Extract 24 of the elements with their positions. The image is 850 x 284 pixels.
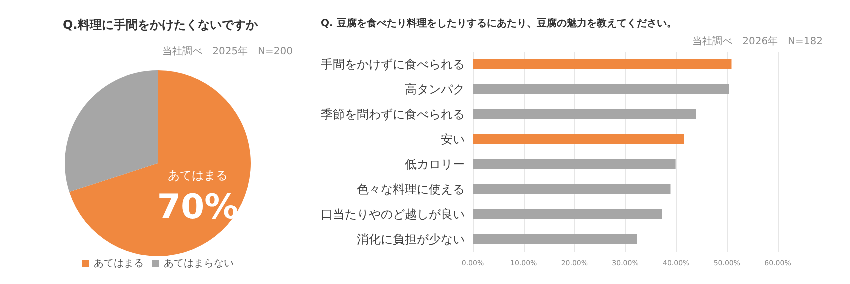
y-tick-label: 色々な料理に使える: [357, 182, 465, 196]
chart-subtitle: 当社調べ 2026年 N=182: [692, 36, 824, 48]
y-tick-label: 季節を問わずに食べられる: [321, 108, 465, 122]
bar: [473, 234, 638, 244]
bar: [473, 60, 732, 70]
bar: [473, 134, 684, 144]
data-label: 70%: [157, 188, 239, 228]
y-tick-label: 低カロリー: [405, 158, 465, 172]
bar: [473, 110, 696, 120]
y-tick-label: 高タンパク: [405, 82, 465, 96]
chart-title: Q. 豆腐を食べたり料理をしたりするにあたり、豆腐の魅力を教えてください。: [321, 18, 677, 30]
chart-subtitle: 当社調べ 2025年 N=200: [162, 46, 294, 58]
y-tick-label: 安い: [441, 132, 465, 146]
legend-label: あてはまらない: [164, 258, 234, 270]
bar: [473, 184, 671, 194]
bar: [473, 84, 730, 94]
chart-title: Q.料理に手間をかけたくないですか: [63, 18, 259, 32]
y-tick-label: 手間をかけずに食べられる: [321, 58, 465, 72]
y-tick-label: 口当たりやのど越しが良い: [321, 208, 465, 222]
bar: [473, 210, 662, 220]
legend-label: あてはまる: [94, 258, 144, 270]
bar: [473, 160, 676, 170]
y-tick-label: 消化に負担が少ない: [357, 232, 465, 246]
slice-label: あてはまる: [168, 168, 228, 183]
